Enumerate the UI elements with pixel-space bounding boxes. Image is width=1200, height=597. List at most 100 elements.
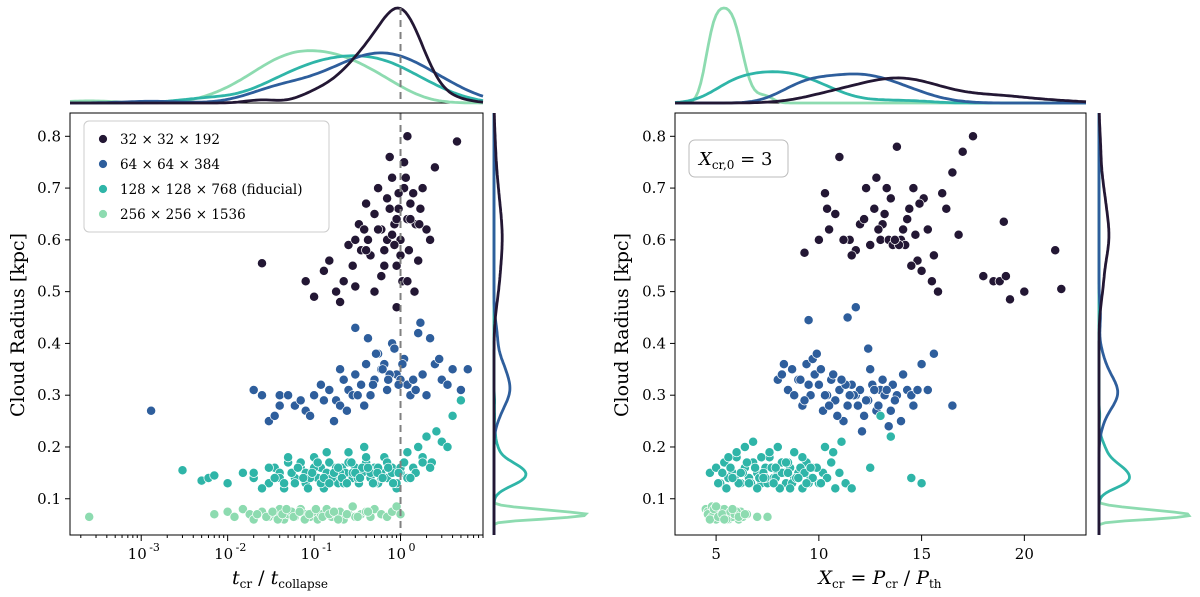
r-point-s0-32 bbox=[1050, 245, 1061, 256]
y-tick-label: 0.7 bbox=[37, 179, 61, 197]
l-point-s1-3 bbox=[269, 410, 280, 421]
l-point-s1-61 bbox=[383, 374, 394, 385]
r-point-s2-84 bbox=[727, 473, 738, 483]
r-point-s2-29 bbox=[826, 457, 837, 468]
l-point-s1-56 bbox=[335, 364, 346, 375]
r-point-s1-65 bbox=[842, 312, 853, 323]
l-point-s1-46 bbox=[352, 390, 363, 401]
l-point-s1-31 bbox=[413, 328, 424, 339]
y-tick-label: 0.2 bbox=[37, 438, 61, 456]
l-point-s0-45 bbox=[391, 214, 402, 225]
y-tick-label: 0.1 bbox=[642, 490, 666, 508]
l-point-s2-104 bbox=[359, 442, 370, 452]
r-point-s0-3 bbox=[834, 152, 845, 162]
right-kde-s0 bbox=[1097, 113, 1111, 535]
r-point-s1-58 bbox=[885, 405, 896, 416]
l-point-s2-4 bbox=[222, 478, 233, 489]
r-point-s2-90 bbox=[865, 462, 876, 473]
l-point-s2-109 bbox=[383, 462, 394, 473]
l-point-s0-52 bbox=[373, 224, 384, 235]
l-point-s0-44 bbox=[387, 229, 398, 240]
r-point-s2-82 bbox=[793, 473, 804, 483]
r-point-s2-88 bbox=[770, 462, 781, 473]
l-point-s2-90 bbox=[292, 462, 303, 473]
r-point-s0-0 bbox=[799, 247, 810, 258]
l-point-s0-42 bbox=[376, 271, 387, 282]
l-point-s2-51 bbox=[442, 442, 453, 452]
l-point-s1-63 bbox=[397, 359, 408, 370]
l-point-s3-45 bbox=[294, 506, 305, 517]
y-tick-label: 0.5 bbox=[37, 283, 61, 301]
l-point-s3-27 bbox=[347, 501, 358, 512]
y-tick-label: 0.7 bbox=[642, 179, 666, 197]
l-point-s1-42 bbox=[305, 410, 316, 421]
r-point-s1-46 bbox=[857, 426, 867, 437]
r-point-s2-40 bbox=[725, 462, 736, 473]
l-point-s2-103 bbox=[355, 473, 365, 483]
r-point-s2-79 bbox=[768, 478, 779, 489]
l-point-s3-1 bbox=[209, 509, 220, 520]
legend-label-2: 128 × 128 × 768 (fiducial) bbox=[120, 182, 303, 198]
r-point-s0-22 bbox=[928, 250, 939, 261]
r-point-s0-21 bbox=[922, 224, 933, 235]
right-plot-frame bbox=[674, 112, 1087, 536]
r-point-s0-7 bbox=[859, 214, 870, 225]
right-y-axis-label: Cloud Radius [kpc] bbox=[611, 233, 633, 417]
r-point-s1-38 bbox=[795, 374, 806, 385]
l-point-s1-14 bbox=[338, 374, 349, 385]
legend-label-3: 256 × 256 × 1536 bbox=[120, 207, 246, 223]
r-point-s1-61 bbox=[844, 390, 855, 401]
r-point-s3-20 bbox=[752, 511, 763, 522]
r-point-s0-18 bbox=[908, 183, 919, 194]
l-point-s2-88 bbox=[279, 478, 290, 489]
left-y-axis-label: Cloud Radius [kpc] bbox=[7, 233, 29, 417]
r-point-s1-50 bbox=[889, 395, 900, 406]
l-point-s0-22 bbox=[384, 152, 395, 162]
l-point-s0-18 bbox=[373, 183, 384, 194]
l-point-s3-0 bbox=[84, 511, 95, 522]
left-top-marginal bbox=[69, 6, 484, 105]
r-point-s2-89 bbox=[783, 467, 793, 478]
l-point-s1-10 bbox=[315, 379, 326, 390]
r-point-s0-23 bbox=[937, 188, 948, 199]
l-point-s0-53 bbox=[379, 260, 390, 271]
l-point-s0-50 bbox=[350, 281, 361, 292]
left-panel: 0.10.20.30.40.50.60.70.810 -3 10 -2 10 -1 10 0 … bbox=[7, 6, 590, 591]
r-point-s2-75 bbox=[828, 447, 839, 458]
r-point-s0-34 bbox=[813, 234, 824, 245]
l-point-s2-93 bbox=[307, 467, 318, 478]
r-point-s1-57 bbox=[869, 385, 880, 395]
l-point-s3-40 bbox=[267, 506, 278, 517]
l-point-s2-85 bbox=[425, 462, 436, 473]
r-point-s2-30 bbox=[830, 483, 841, 494]
r-point-s1-39 bbox=[799, 395, 810, 406]
r-point-s1-32 bbox=[916, 359, 927, 370]
legend: 32 × 32 × 192 64 × 64 × 384 128 × 128 × … bbox=[83, 120, 330, 233]
r-point-s2-68 bbox=[764, 447, 775, 458]
r-point-s2-46 bbox=[750, 462, 761, 473]
l-point-s0-4 bbox=[324, 255, 335, 266]
r-point-s0-27 bbox=[978, 271, 989, 282]
l-point-s1-64 bbox=[410, 385, 421, 395]
r-point-s2-34 bbox=[875, 410, 886, 421]
l-point-s2-22 bbox=[324, 457, 335, 468]
l-point-s0-47 bbox=[399, 157, 410, 168]
r-point-s1-33 bbox=[922, 385, 933, 395]
l-point-s1-62 bbox=[393, 379, 404, 390]
l-point-s0-1 bbox=[300, 276, 311, 287]
legend-marker-0 bbox=[98, 134, 108, 144]
r-point-s1-53 bbox=[803, 379, 814, 390]
l-point-s1-40 bbox=[257, 390, 267, 401]
y-tick-label: 0.5 bbox=[642, 283, 666, 301]
r-point-s0-43 bbox=[910, 229, 921, 240]
r-point-s2-69 bbox=[772, 442, 783, 452]
r-point-s2-77 bbox=[752, 483, 763, 494]
l-point-s0-32 bbox=[405, 198, 416, 209]
r-point-s0-42 bbox=[902, 214, 913, 225]
top-kde-s0 bbox=[70, 6, 484, 105]
x-tick-label: 10 bbox=[214, 545, 233, 563]
l-point-s2-73 bbox=[361, 452, 372, 463]
l-point-s3-48 bbox=[310, 504, 321, 515]
l-point-s0-17 bbox=[369, 209, 380, 219]
r-point-s3-21 bbox=[762, 511, 773, 522]
